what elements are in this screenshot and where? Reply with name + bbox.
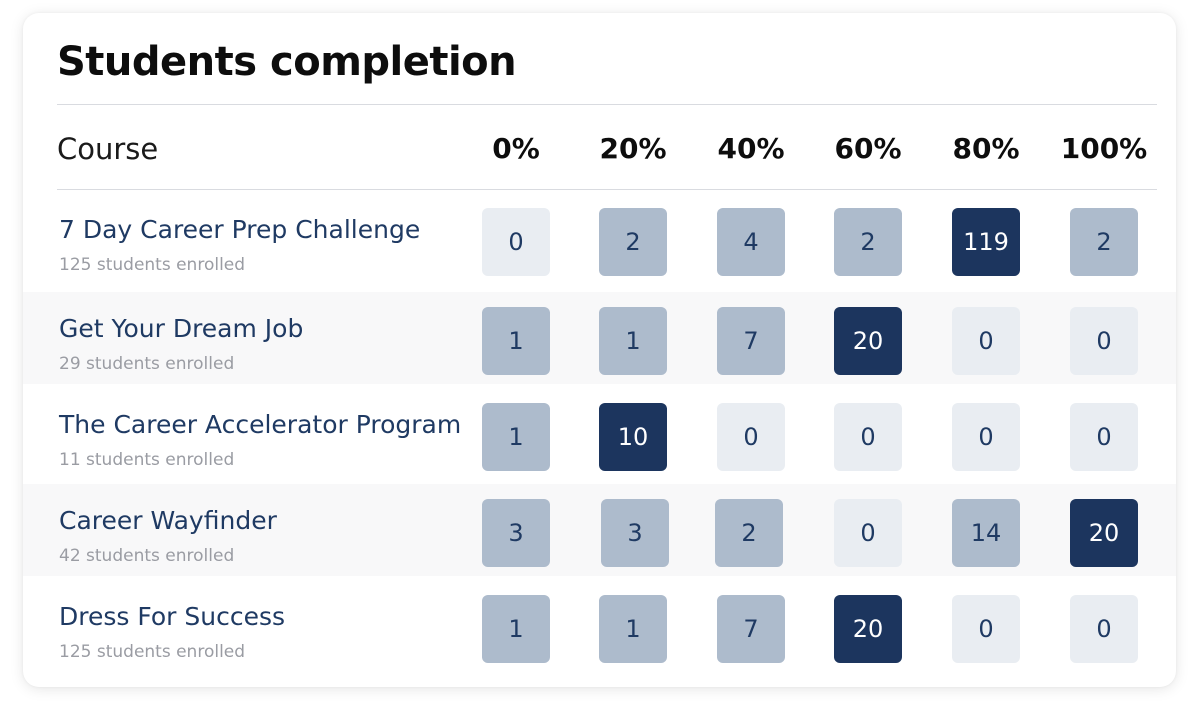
completion-cell[interactable]: 1	[482, 307, 550, 375]
completion-cell[interactable]: 7	[717, 595, 785, 663]
table-header: Course 0% 20% 40% 60% 80% 100%	[23, 104, 1176, 189]
column-header-0: 0%	[492, 132, 540, 165]
card-title: Students completion	[57, 39, 517, 85]
completion-cell[interactable]: 4	[717, 208, 785, 276]
column-header-course: Course	[57, 132, 159, 166]
table-row[interactable]: 7 Day Career Prep Challenge 125 students…	[23, 193, 1176, 285]
completion-cell[interactable]: 20	[834, 595, 902, 663]
completion-cell[interactable]: 7	[717, 307, 785, 375]
enrolled-count: 11 students enrolled	[59, 450, 235, 470]
column-header-80: 80%	[952, 132, 1020, 165]
column-header-60: 60%	[834, 132, 902, 165]
completion-cell[interactable]: 20	[834, 307, 902, 375]
enrolled-count: 29 students enrolled	[59, 354, 235, 374]
course-name[interactable]: Dress For Success	[59, 602, 286, 631]
completion-cell[interactable]: 2	[1070, 208, 1138, 276]
completion-cell[interactable]: 2	[715, 499, 783, 567]
completion-cell[interactable]: 1	[599, 307, 667, 375]
table-row[interactable]: Career Wayfinder 42 students enrolled 3 …	[23, 484, 1176, 576]
column-header-100: 100%	[1060, 132, 1148, 165]
completion-cell[interactable]: 0	[952, 595, 1020, 663]
enrolled-count: 42 students enrolled	[59, 546, 235, 566]
column-header-40: 40%	[717, 132, 785, 165]
completion-cell[interactable]: 2	[834, 208, 902, 276]
students-completion-card: Students completion Course 0% 20% 40% 60…	[23, 13, 1176, 687]
column-header-20: 20%	[599, 132, 667, 165]
completion-cell[interactable]: 1	[482, 403, 550, 471]
course-name[interactable]: The Career Accelerator Program	[59, 410, 462, 439]
completion-cell[interactable]: 10	[599, 403, 667, 471]
completion-cell[interactable]: 0	[1070, 403, 1138, 471]
completion-cell[interactable]: 1	[482, 595, 550, 663]
course-name[interactable]: Career Wayfinder	[59, 506, 277, 535]
completion-cell[interactable]: 0	[834, 499, 902, 567]
completion-cell[interactable]: 20	[1070, 499, 1138, 567]
title-divider	[57, 104, 1157, 105]
completion-cell[interactable]: 2	[599, 208, 667, 276]
completion-cell[interactable]: 14	[952, 499, 1020, 567]
completion-cell[interactable]: 0	[482, 208, 550, 276]
completion-cell[interactable]: 0	[952, 307, 1020, 375]
completion-cell[interactable]: 0	[952, 403, 1020, 471]
course-name[interactable]: Get Your Dream Job	[59, 314, 304, 343]
table-row[interactable]: Get Your Dream Job 29 students enrolled …	[23, 292, 1176, 384]
completion-cell[interactable]: 0	[1070, 307, 1138, 375]
course-name[interactable]: 7 Day Career Prep Challenge	[59, 215, 421, 244]
header-divider	[57, 189, 1157, 190]
completion-cell[interactable]: 0	[1070, 595, 1138, 663]
completion-cell[interactable]: 3	[482, 499, 550, 567]
enrolled-count: 125 students enrolled	[59, 642, 246, 662]
completion-cell[interactable]: 3	[601, 499, 669, 567]
table-row[interactable]: The Career Accelerator Program 11 studen…	[23, 388, 1176, 480]
completion-cell[interactable]: 1	[599, 595, 667, 663]
enrolled-count: 125 students enrolled	[59, 255, 246, 275]
table-row[interactable]: Dress For Success 125 students enrolled …	[23, 580, 1176, 672]
completion-cell[interactable]: 119	[952, 208, 1020, 276]
completion-cell[interactable]: 0	[717, 403, 785, 471]
completion-cell[interactable]: 0	[834, 403, 902, 471]
